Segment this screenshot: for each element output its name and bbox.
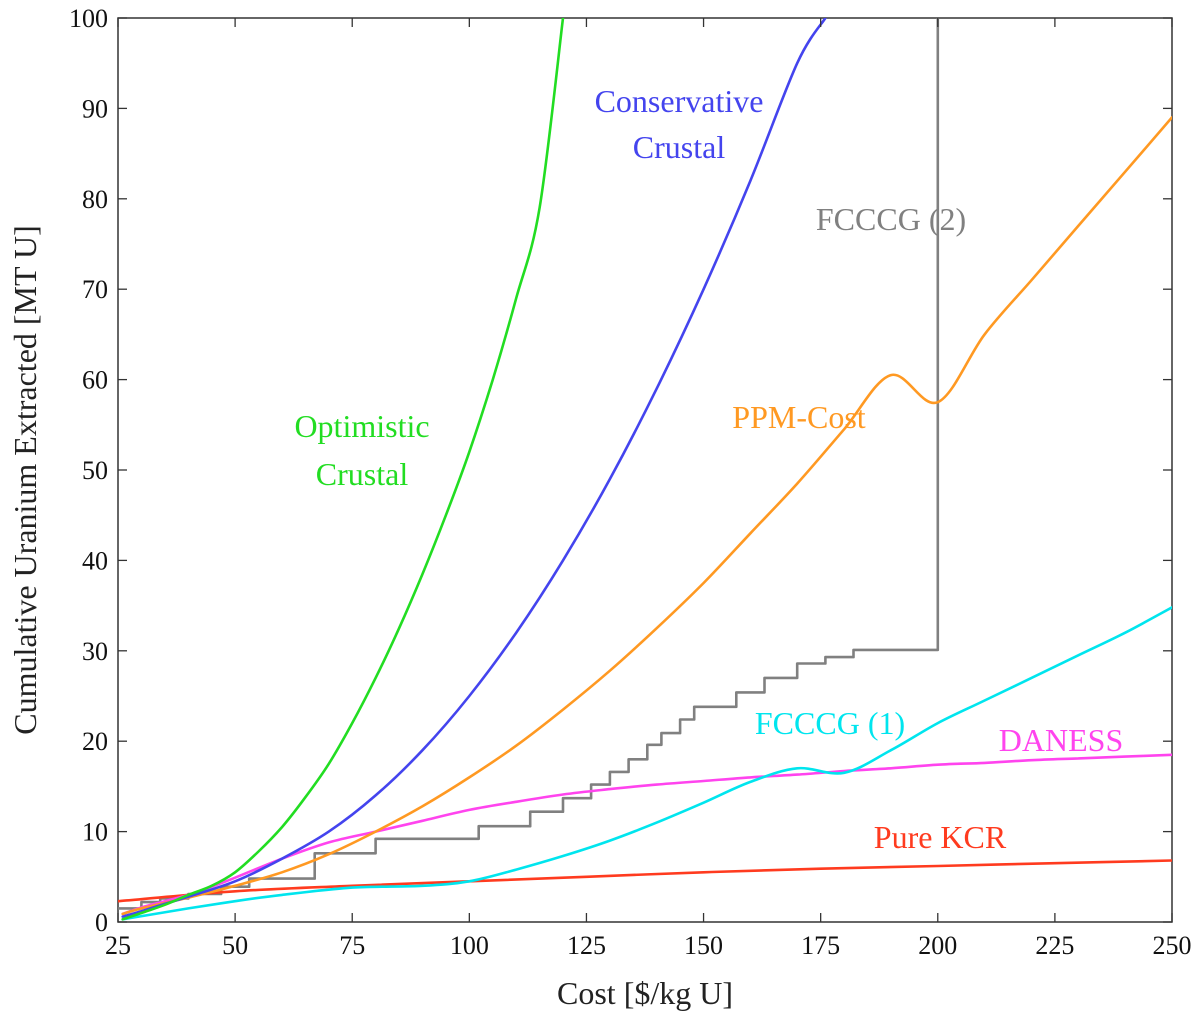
series-label-fcccg-2: FCCCG (2) xyxy=(816,201,966,237)
series-label-daness: DANESS xyxy=(999,722,1123,758)
y-tick-label: 40 xyxy=(82,546,108,575)
series-line-pure-kcr xyxy=(118,859,1172,903)
x-tick-label: 100 xyxy=(450,931,489,960)
series-label-line: Optimistic xyxy=(294,408,429,444)
series-label-line: Conservative xyxy=(595,83,764,119)
series-label-optimistic-crustal: Optimistic Crustal xyxy=(294,408,429,492)
y-tick-label: 20 xyxy=(82,727,108,756)
series-label-ppm-cost: PPM-Cost xyxy=(732,399,866,435)
series-line-optimistic-crustal xyxy=(121,18,565,921)
series-label-pure-kcr: Pure KCR xyxy=(874,819,1007,855)
series-label-line: Crustal xyxy=(316,456,409,492)
y-tick-label: 60 xyxy=(82,366,108,395)
y-tick-label: 100 xyxy=(69,4,108,33)
y-tick-label: 70 xyxy=(82,275,108,304)
series-label-fcccg-1: FCCCG (1) xyxy=(755,705,905,741)
series-label-line: FCCCG (1) xyxy=(755,705,905,741)
y-axis-title: Cumulative Uranium Extracted [MT U] xyxy=(7,225,43,735)
x-axis: 25 50 75 100 125 150 175 200 225 250 xyxy=(105,18,1192,960)
x-tick-label: 75 xyxy=(339,931,365,960)
x-tick-label: 175 xyxy=(801,931,840,960)
series-line-conservative-crustal xyxy=(121,18,827,918)
series-label-line: Pure KCR xyxy=(874,819,1007,855)
x-tick-label: 225 xyxy=(1035,931,1074,960)
series-label-line: PPM-Cost xyxy=(732,399,866,435)
y-axis: 0 10 20 30 40 50 60 70 80 90 100 xyxy=(69,4,1172,937)
series-label-line: DANESS xyxy=(999,722,1123,758)
x-tick-label: 125 xyxy=(567,931,606,960)
series-line-ppm-cost xyxy=(121,116,1172,916)
series-layer xyxy=(118,18,1172,921)
x-axis-title: Cost [$/kg U] xyxy=(557,975,733,1011)
y-tick-label: 10 xyxy=(82,818,108,847)
x-tick-label: 150 xyxy=(684,931,723,960)
y-tick-label: 30 xyxy=(82,637,108,666)
series-label-conservative-crustal: Conservative Crustal xyxy=(595,83,764,165)
x-tick-label: 50 xyxy=(222,931,248,960)
x-tick-label: 25 xyxy=(105,931,131,960)
series-line-fcccg-1 xyxy=(121,606,1172,921)
y-tick-label: 50 xyxy=(82,456,108,485)
series-label-line: Crustal xyxy=(633,129,726,165)
series-labels: Optimistic Crustal Conservative Crustal PPM-… xyxy=(294,83,1123,855)
y-tick-label: 80 xyxy=(82,185,108,214)
x-tick-label: 250 xyxy=(1153,931,1192,960)
series-label-line: FCCCG (2) xyxy=(816,201,966,237)
y-tick-label: 90 xyxy=(82,94,108,123)
y-tick-label: 0 xyxy=(95,908,108,937)
x-tick-label: 200 xyxy=(918,931,957,960)
